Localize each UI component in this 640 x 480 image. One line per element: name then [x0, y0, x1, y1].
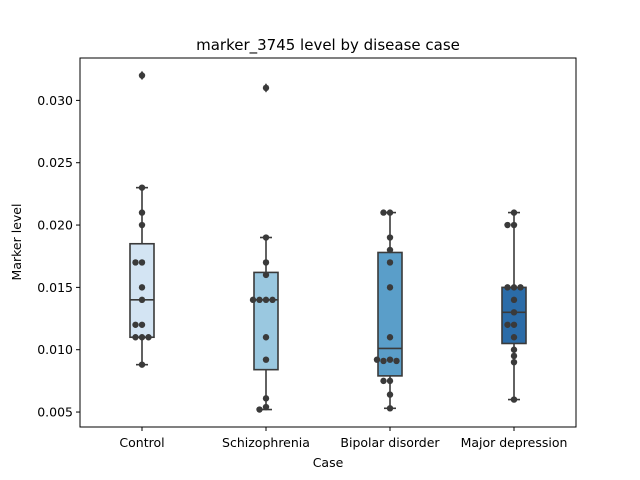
data-point	[373, 356, 381, 363]
data-point	[386, 405, 394, 412]
data-point	[262, 356, 270, 363]
data-point	[380, 209, 387, 216]
data-point	[262, 334, 270, 341]
data-point	[138, 334, 146, 341]
data-point	[138, 361, 146, 368]
data-point	[138, 221, 146, 229]
data-point	[138, 321, 146, 328]
data-point	[393, 357, 400, 365]
data-point	[510, 209, 518, 216]
boxes-layer	[129, 70, 527, 411]
data-point	[132, 321, 139, 328]
data-point	[517, 284, 524, 291]
data-point	[510, 309, 518, 316]
data-point	[262, 259, 270, 266]
chart-title: marker_3745 level by disease case	[196, 36, 460, 55]
data-point	[145, 334, 152, 341]
y-tick-label: 0.020	[37, 218, 73, 233]
data-point	[132, 334, 139, 341]
y-tick-label: 0.005	[37, 405, 73, 420]
data-point	[249, 296, 257, 304]
data-point	[262, 271, 270, 279]
data-point	[386, 234, 394, 241]
plot-frame	[79, 57, 577, 428]
data-point	[262, 403, 270, 411]
data-point	[510, 346, 518, 353]
x-axis-label: Case	[313, 455, 344, 470]
data-point	[262, 296, 270, 304]
box	[377, 251, 403, 377]
data-point	[510, 221, 518, 229]
data-point	[138, 284, 146, 291]
data-point	[386, 356, 394, 363]
y-axis-label: Marker level	[9, 204, 24, 281]
box-group-0	[129, 70, 155, 366]
y-tick-label: 0.030	[37, 93, 73, 108]
data-point	[269, 296, 276, 304]
data-point	[510, 396, 518, 403]
data-point	[138, 296, 146, 304]
data-point	[504, 221, 511, 229]
data-point	[138, 259, 146, 266]
data-point	[262, 84, 270, 92]
data-point	[386, 259, 394, 266]
data-point	[386, 391, 394, 398]
data-point	[510, 334, 518, 341]
data-point	[262, 234, 270, 241]
data-point	[380, 357, 387, 365]
x-tick-label: Bipolar disorder	[340, 435, 440, 450]
data-point	[138, 72, 146, 79]
data-point	[504, 321, 511, 328]
data-point	[510, 321, 518, 328]
axes-layer: 0.005 0.010 0.015 0.020 0.025 0.030 Control Sch…	[37, 93, 567, 450]
data-point	[138, 209, 146, 216]
data-point	[386, 246, 394, 254]
x-tick-label: Control	[119, 435, 164, 450]
data-point	[262, 395, 270, 402]
y-tick-label: 0.010	[37, 342, 73, 357]
x-tick-label: Major depression	[461, 435, 568, 450]
x-tick-label: Schizophrenia	[222, 435, 310, 450]
points-layer	[132, 72, 524, 413]
data-point	[380, 377, 387, 385]
box	[253, 271, 279, 371]
data-point	[510, 296, 518, 304]
y-tick-label: 0.025	[37, 155, 73, 170]
data-point	[386, 209, 394, 216]
data-point	[256, 296, 263, 304]
data-point	[138, 184, 146, 191]
data-point	[386, 284, 394, 291]
box-group-3	[501, 211, 527, 401]
data-point	[510, 284, 518, 291]
data-point	[132, 259, 139, 266]
data-point	[510, 352, 518, 360]
data-point	[386, 377, 394, 385]
data-point	[510, 358, 518, 366]
data-point	[504, 284, 511, 291]
data-point	[256, 406, 263, 413]
data-point	[386, 334, 394, 341]
y-tick-label: 0.015	[37, 280, 73, 295]
